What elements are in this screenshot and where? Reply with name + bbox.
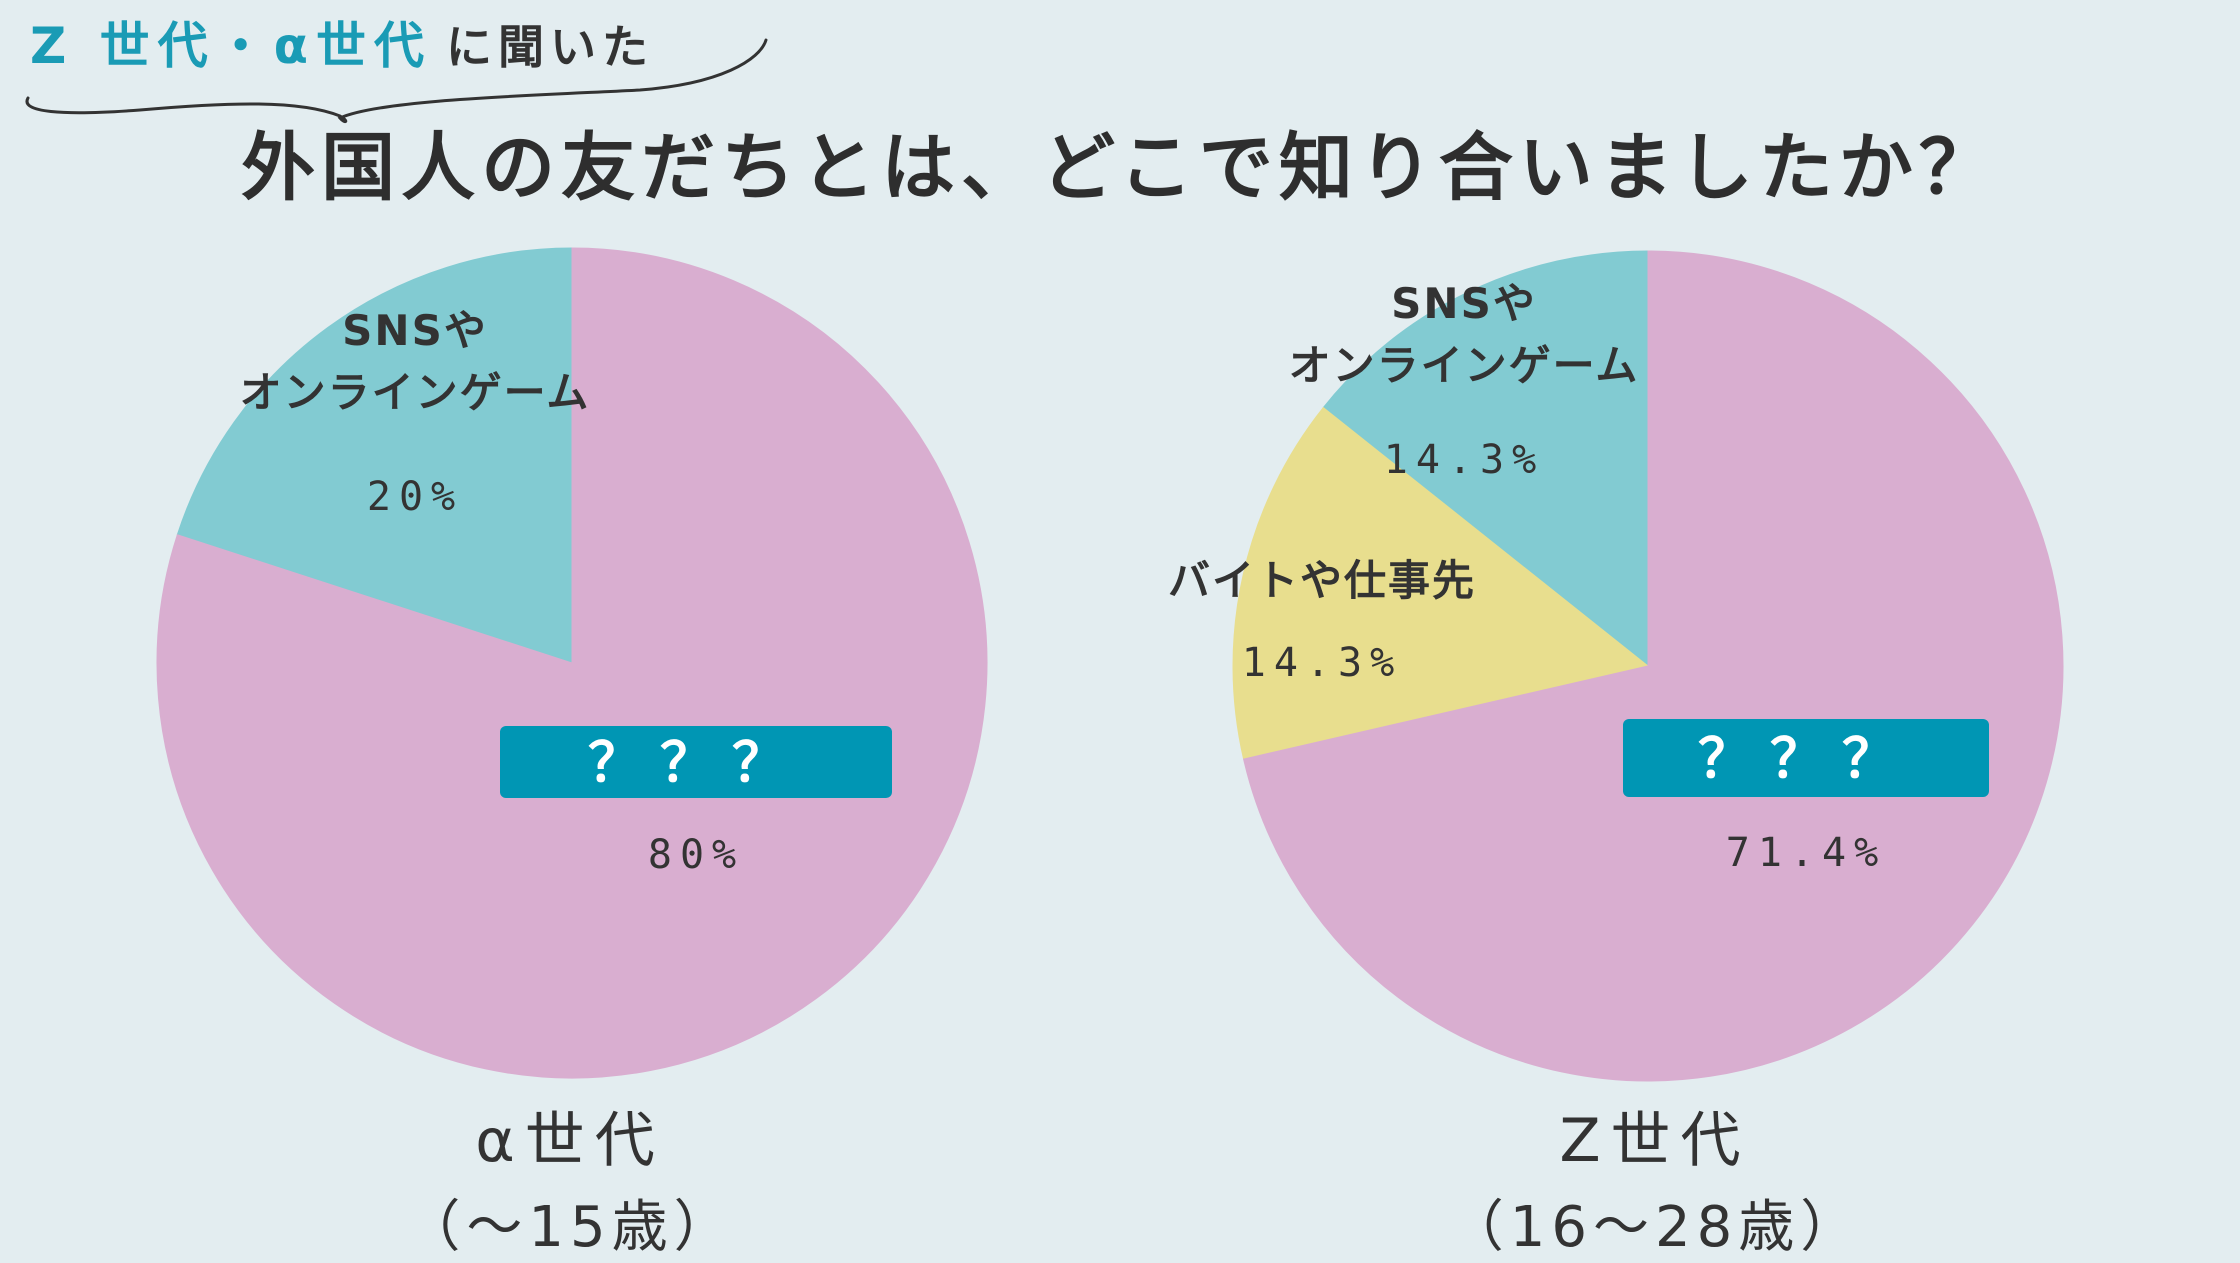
chart-1-slice-2 — [156, 247, 988, 1079]
chart-1-group-range: （～15歳） — [404, 1195, 736, 1260]
chart-1-slice-2-value: 80% — [648, 832, 744, 878]
chart-1-group-label: α世代 — [475, 1106, 665, 1176]
chart-2-slice-1-label-1: SNSや — [1391, 279, 1537, 328]
chart-1-slice-1-value: 20% — [367, 474, 463, 520]
subtitle-rest: に聞いた — [446, 20, 655, 74]
chart-1-hidden-label: ？？？ — [588, 731, 804, 794]
chart-2-slice-3 — [1242, 250, 2064, 1082]
chart-2-slice-3-value: 71.4% — [1726, 830, 1886, 876]
subtitle-accent: Z 世代・α世代 — [30, 17, 433, 75]
chart-2-slice-1 — [1322, 250, 1649, 668]
chart-1-slice-1 — [176, 247, 573, 664]
chart-2-slice-2-value: 14.3% — [1242, 640, 1402, 686]
chart-2-group-label: Z世代 — [1559, 1106, 1751, 1176]
chart-2-hidden-label-box — [1623, 719, 1989, 797]
chart-2-slice-2-label-1: バイトや仕事先 — [1168, 556, 1476, 605]
subtitle: Z 世代・α世代 に聞いた — [30, 6, 654, 76]
chart-1-slice-1-label-1: SNSや — [342, 306, 488, 355]
chart-2-slice-2 — [1232, 406, 1650, 760]
page-title: 外国人の友だちとは、どこで知り合いましたか？ — [241, 125, 1999, 211]
chart-2-slice-1-value: 14.3% — [1384, 437, 1544, 483]
chart-2-hidden-label: ？？？ — [1698, 727, 1914, 790]
chart-2-group-range: （16～28歳） — [1447, 1195, 1863, 1260]
chart-2-slice-1-label-2: オンラインゲーム — [1289, 341, 1640, 390]
chart-1-slice-1-label-2: オンラインゲーム — [240, 368, 591, 417]
chart-1-hidden-label-box — [500, 726, 892, 798]
